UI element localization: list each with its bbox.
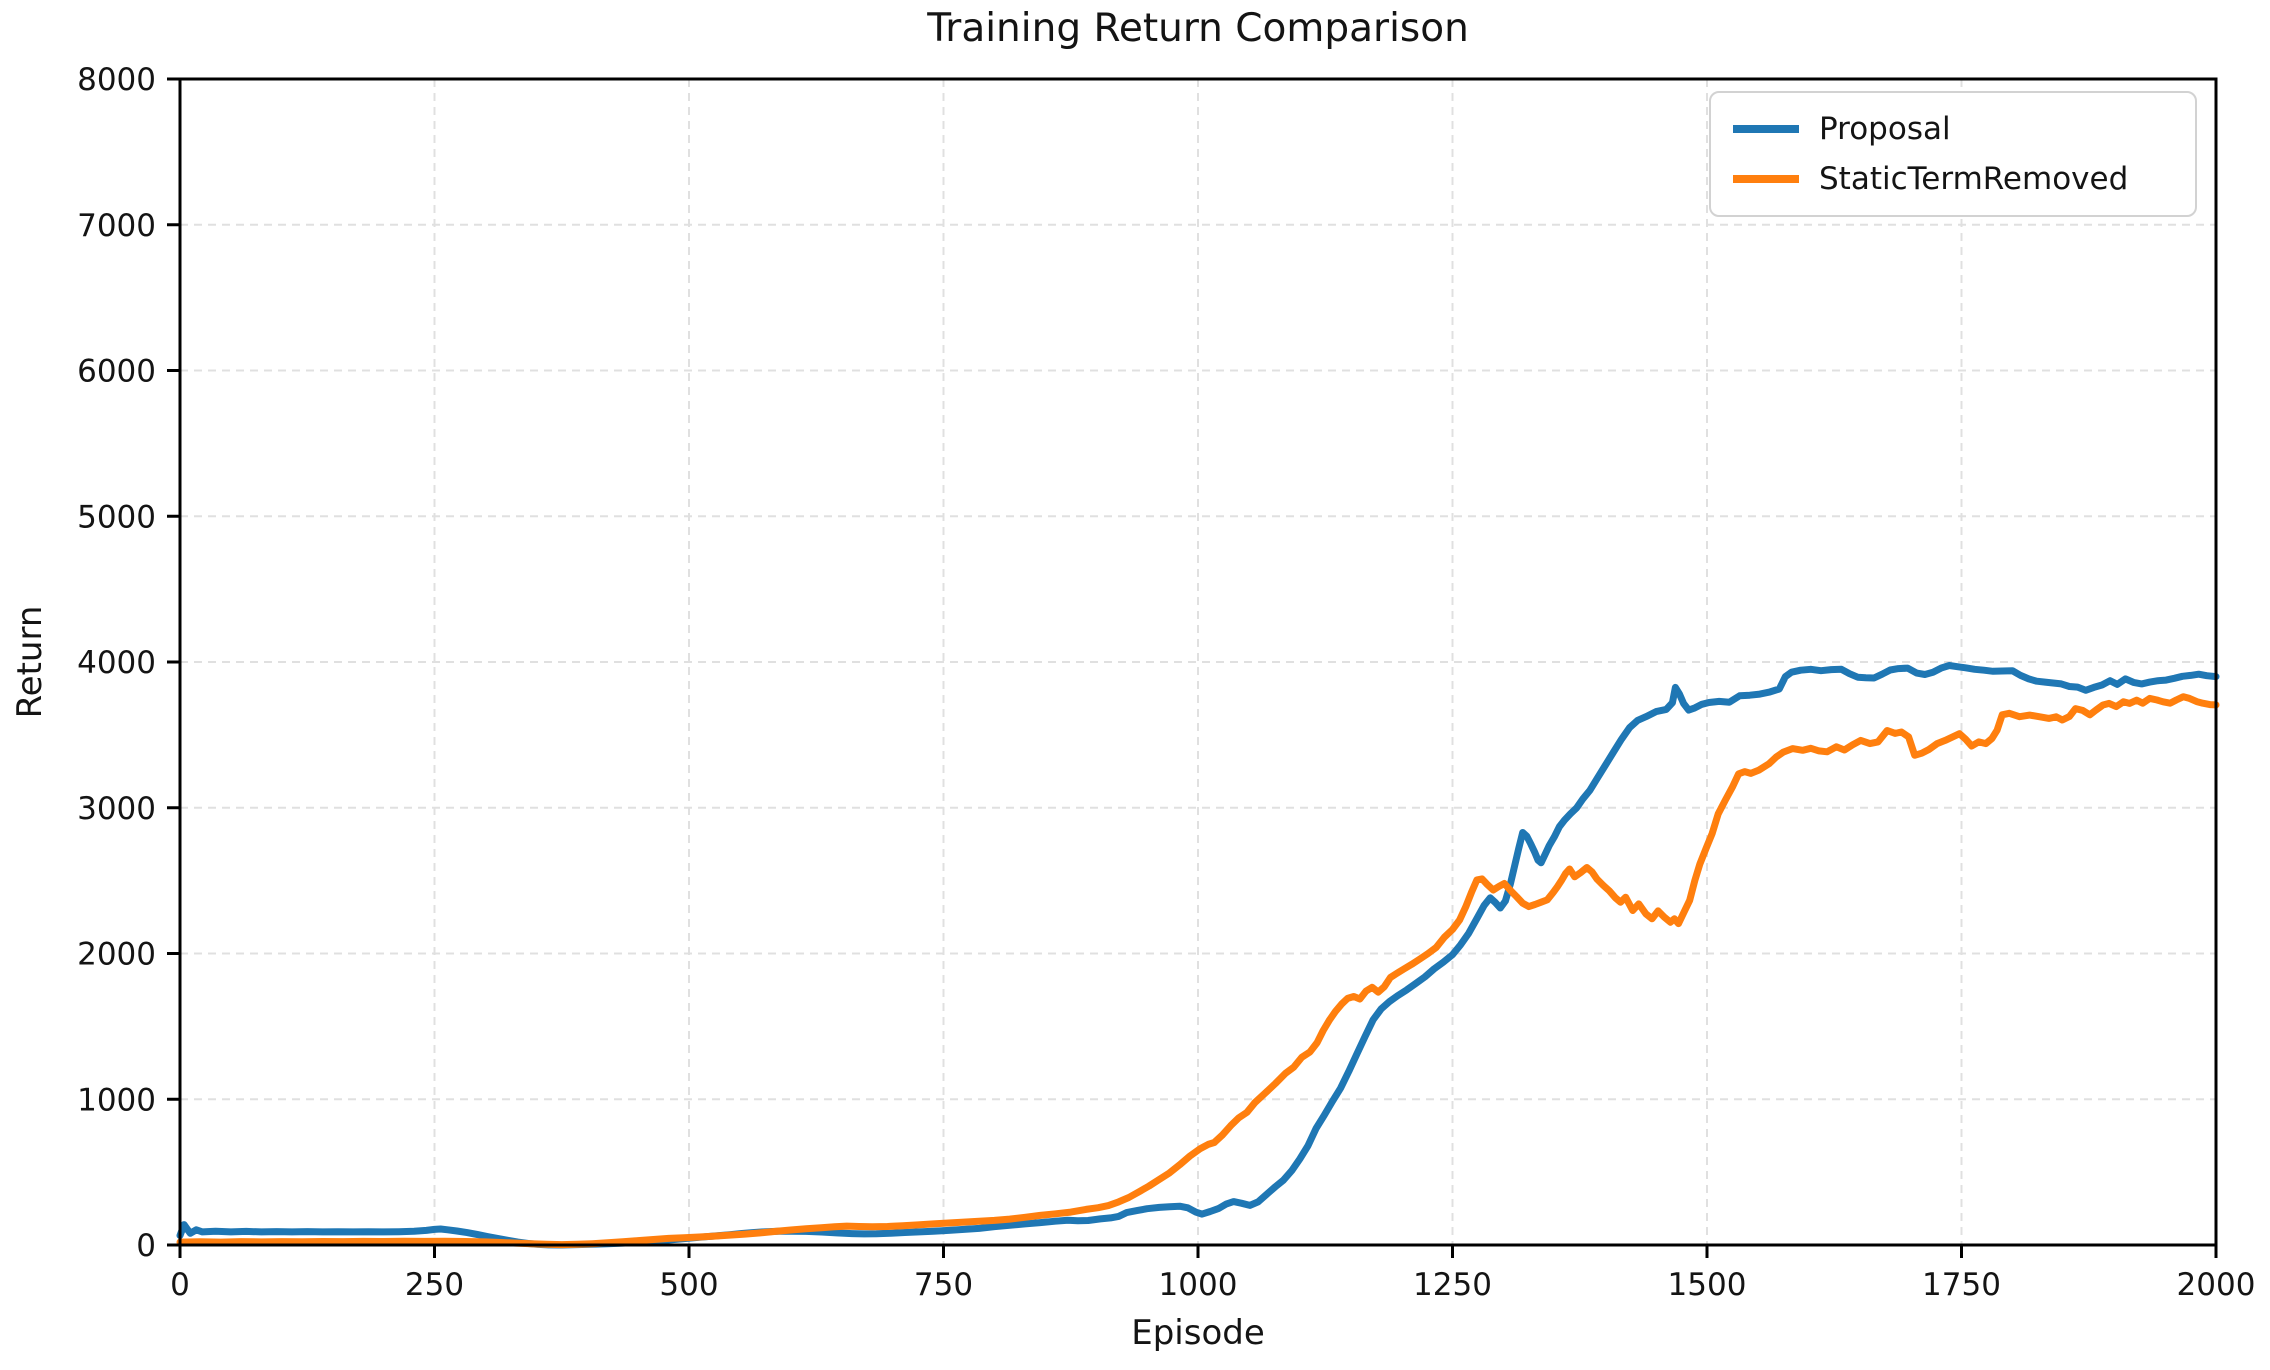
x-tick-label: 0 — [170, 1267, 190, 1303]
x-tick-label: 1000 — [1159, 1267, 1238, 1303]
chart-title: Training Return Comparison — [927, 6, 1469, 51]
y-tick-label: 1000 — [77, 1082, 156, 1118]
x-tick-label: 250 — [405, 1267, 464, 1303]
legend-swatch-statictermremoved — [1733, 175, 1799, 183]
legend-label: StaticTermRemoved — [1819, 161, 2129, 197]
series-line-statictermremoved — [176, 693, 2220, 1249]
y-tick-label: 3000 — [77, 791, 156, 827]
x-tick-label: 500 — [659, 1267, 718, 1303]
x-tick-label: 1500 — [1668, 1267, 1747, 1303]
y-tick-label: 2000 — [77, 937, 156, 973]
legend: Proposal StaticTermRemoved — [1709, 91, 2197, 217]
legend-item-proposal: Proposal — [1733, 111, 2195, 147]
legend-swatch-proposal — [1733, 125, 1799, 133]
x-tick-label: 750 — [914, 1267, 973, 1303]
legend-item-statictermremoved: StaticTermRemoved — [1733, 161, 2195, 197]
x-tick-label: 1750 — [1922, 1267, 2001, 1303]
y-tick-label: 5000 — [77, 499, 156, 535]
y-tick-label: 4000 — [77, 645, 156, 681]
x-tick-label: 2000 — [2177, 1267, 2256, 1303]
y-tick-label: 8000 — [77, 62, 156, 98]
y-tick-label: 7000 — [77, 208, 156, 244]
legend-label: Proposal — [1819, 111, 1951, 147]
y-tick-label: 6000 — [77, 354, 156, 390]
x-tick-label: 1250 — [1413, 1267, 1492, 1303]
x-axis-label: Episode — [1131, 1313, 1265, 1353]
y-tick-label: 0 — [136, 1228, 156, 1264]
